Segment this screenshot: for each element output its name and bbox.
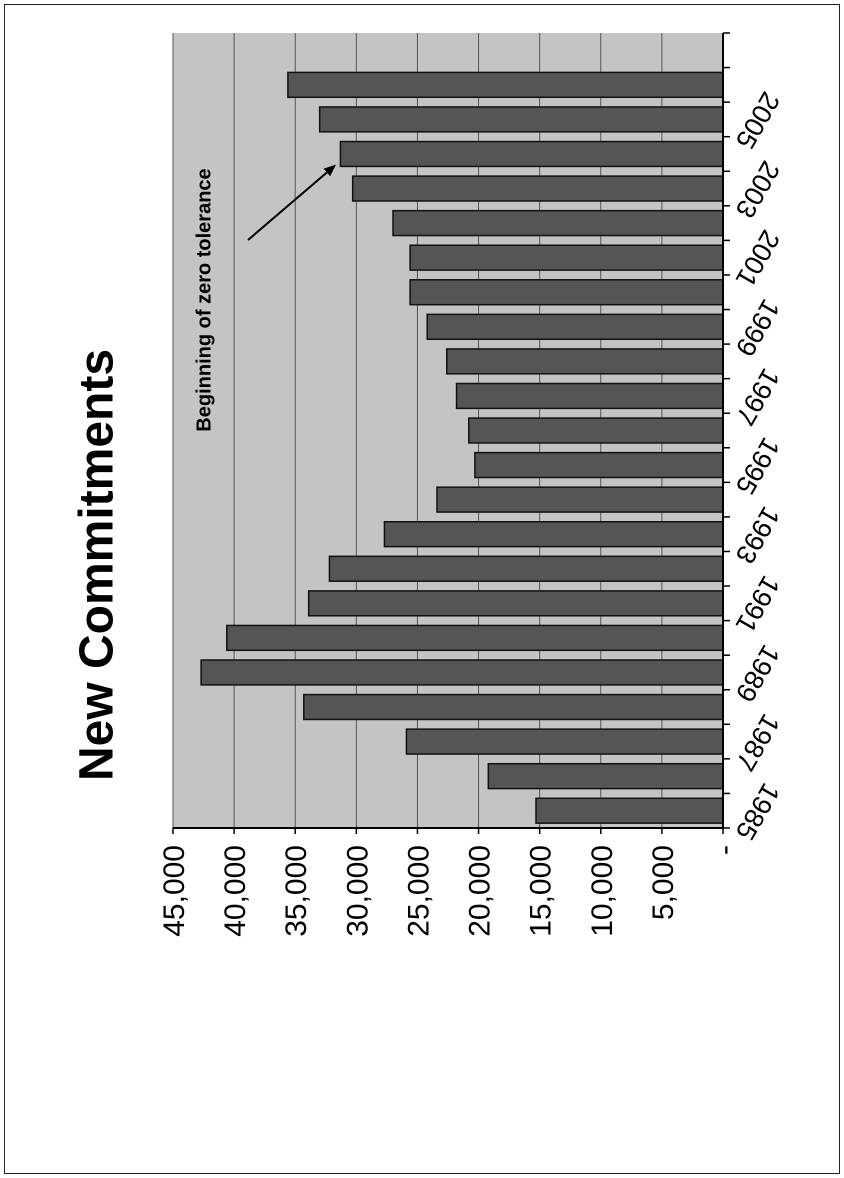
category-tick-label: 2001	[730, 225, 786, 292]
bar	[318, 106, 724, 133]
bar	[392, 209, 724, 237]
value-tick-label: 25,000	[402, 845, 435, 937]
bar	[455, 382, 724, 410]
bar	[468, 417, 724, 444]
bars	[200, 71, 724, 824]
bar	[339, 140, 724, 168]
bar	[409, 244, 724, 271]
category-tick-label: 1997	[730, 363, 786, 430]
bar	[200, 659, 724, 686]
category-tick-label: 1987	[730, 709, 786, 776]
category-tick-label: 2003	[730, 156, 786, 223]
bar	[328, 555, 724, 582]
value-tick-label: 40,000	[219, 845, 252, 937]
bar	[409, 279, 724, 306]
bar	[307, 590, 724, 617]
value-tick-label: 45,000	[158, 845, 191, 937]
bar	[383, 521, 724, 548]
value-tick-label: 15,000	[525, 845, 558, 937]
category-tick-label: 1991	[730, 571, 786, 638]
bar	[226, 624, 724, 652]
category-tick-label: 2005	[730, 87, 786, 154]
bar	[405, 728, 724, 755]
category-tick-label: 1995	[730, 432, 786, 499]
bar	[535, 797, 724, 824]
axes	[172, 32, 730, 834]
value-tick-label: 10,000	[586, 845, 619, 937]
value-tick-label: 30,000	[341, 845, 374, 937]
category-tick-label: 1989	[730, 640, 786, 707]
bar	[287, 71, 724, 99]
value-tick-label: -	[708, 845, 741, 855]
value-tick-label: 20,000	[464, 845, 497, 937]
bar	[436, 486, 724, 513]
bar	[487, 762, 724, 790]
bar	[474, 451, 724, 479]
chart-title: New Commitments	[71, 349, 124, 781]
annotation-text: Beginning of zero tolerance	[193, 168, 215, 431]
value-tick-label: 5,000	[647, 845, 680, 920]
bar	[303, 693, 724, 721]
bar	[446, 348, 724, 375]
bar	[351, 175, 724, 202]
value-tick-label: 35,000	[280, 845, 313, 937]
category-tick-label: 1985	[730, 778, 786, 845]
category-tick-label: 1993	[730, 502, 786, 569]
annotation-arrow	[247, 164, 336, 241]
bar	[426, 313, 724, 340]
category-tick-label: 1999	[730, 294, 786, 361]
